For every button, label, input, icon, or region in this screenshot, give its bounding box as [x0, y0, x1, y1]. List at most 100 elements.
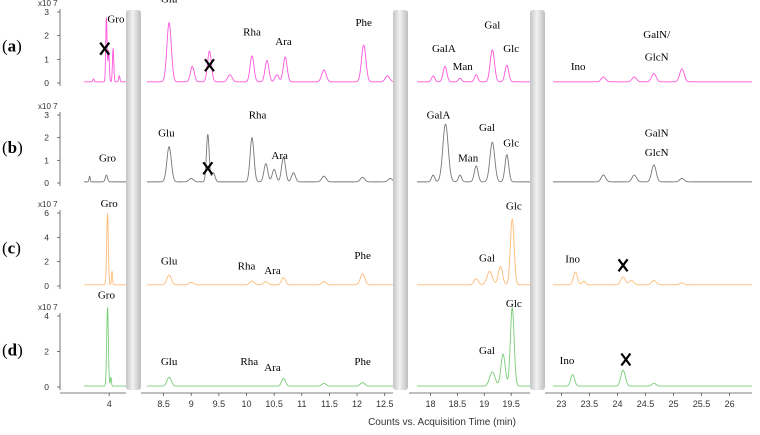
peak-label: Glu: [158, 128, 175, 140]
panel-label-close: ): [17, 138, 23, 157]
y-tick-label: 2: [44, 257, 49, 267]
x-mark-stroke: [617, 258, 629, 272]
panel-label-c: (c): [2, 239, 21, 258]
x-tick-label: 23: [556, 399, 566, 409]
peak-label: Ara: [275, 36, 292, 48]
chromatogram-panels: (a)x10 70123GroGluRhaAraPheGalAManGalGlc…: [2, 0, 752, 392]
peak-label: GalN: [645, 128, 669, 140]
peak-label: GalA: [432, 43, 456, 55]
trace-segment-4: [553, 164, 752, 183]
peak-label: Phe: [355, 17, 372, 29]
axis-break-bar-1: [126, 10, 141, 390]
x-mark-stroke: [620, 352, 632, 367]
panel-d: (d) x10 7 0 2 4 Gro Glu Rha Ara Phe Gal Glc Ino: [2, 289, 752, 392]
panel-label-letter: d: [8, 341, 18, 360]
y-scale-label: x10 7: [38, 0, 58, 8]
peak-label: Phe: [354, 250, 371, 262]
peak-label: Glc: [503, 43, 519, 55]
axis-break-separators: [126, 10, 545, 390]
peak-label: Man: [453, 61, 474, 73]
x-tick-label: 11: [297, 399, 306, 409]
peak-label: Glc: [506, 200, 522, 212]
x-tick-label: 24: [612, 399, 622, 409]
peak-label: Gal: [479, 122, 495, 134]
x-tick-label: 19.5: [502, 399, 520, 409]
peak-label: Gro: [101, 198, 119, 210]
peak-label: Ara: [264, 362, 281, 374]
x-tick-label: 10: [241, 399, 251, 409]
x-mark-stroke: [204, 58, 215, 72]
trace-segment-3: [417, 49, 530, 83]
trace-segment-2: [147, 376, 393, 387]
y-tick-label: 3: [44, 7, 49, 17]
panel-label-close: ): [16, 37, 22, 56]
peak-label: Glc: [503, 138, 519, 150]
trace-segment-3: [417, 123, 530, 183]
x-tick-label: 19: [479, 399, 489, 409]
panel-label-letter: c: [8, 239, 16, 258]
x-tick-label: 26: [725, 399, 735, 409]
axis-break-bar-3: [530, 10, 545, 390]
x-tick-label: 25.5: [693, 399, 711, 409]
panel-label-letter: a: [8, 37, 17, 56]
peak-label: GlcN: [645, 52, 669, 64]
trace-segment-1: [84, 212, 126, 286]
trace-segment-1: [84, 174, 126, 183]
trace-segment-1: [84, 17, 126, 83]
excluded-peak-x-mark: [204, 58, 215, 72]
peak-label: Gro: [107, 14, 125, 26]
trace-segment-4: [553, 369, 752, 387]
axis-break-bar-2: [393, 10, 408, 390]
x-tick-label: 10.5: [265, 399, 283, 409]
trace-segment-1: [84, 306, 126, 387]
excluded-peak-x-mark: [99, 42, 111, 56]
excluded-peak-x-mark: [617, 258, 629, 272]
y-tick-label: 2: [44, 133, 49, 143]
x-tick-label: 23.5: [581, 399, 599, 409]
x-axis-title: Counts vs. Acquisition Time (min): [368, 417, 516, 428]
y-tick-label: 4: [44, 232, 49, 242]
peak-label: Man: [458, 152, 479, 164]
peak-label: Rha: [249, 109, 267, 121]
peak-label: Ara: [264, 265, 281, 277]
y-tick-label: 3: [44, 110, 49, 120]
x-tick-label: 9.5: [213, 399, 226, 409]
trace-segment-4: [553, 271, 752, 286]
peak-label: Rha: [243, 27, 261, 39]
trace-segment-2: [147, 21, 394, 83]
x-tick-label: 8.5: [157, 399, 170, 409]
panel-label-d: (d): [2, 341, 23, 360]
y-scale-label: x10 7: [38, 303, 58, 312]
peak-label: Rha: [238, 261, 256, 273]
excluded-peak-x-mark: [202, 161, 214, 175]
peak-label: Ino: [560, 355, 575, 367]
trace-segment-3: [417, 307, 530, 387]
trace-segment-3: [417, 218, 530, 286]
peak-label: Gal: [484, 20, 500, 32]
x-tick-label: 4: [107, 399, 112, 409]
y-tick-label: 1: [44, 54, 49, 64]
x-tick-label: 12.5: [376, 399, 394, 409]
y-tick-label: 0: [44, 281, 49, 291]
peak-label: Glu: [161, 256, 178, 268]
x-mark-stroke: [202, 161, 214, 175]
panel-label-open: (: [2, 239, 8, 258]
panel-c: (c) x10 7 0 2 4 6 Gro Glu Rha Ara Phe Gal Glc Ino: [2, 198, 752, 291]
trace-segment-2: [147, 134, 394, 183]
peak-label: Ino: [571, 61, 586, 73]
x-tick-label: 9: [189, 399, 194, 409]
y-tick-label: 1: [44, 155, 49, 165]
peak-label: Gal: [479, 253, 495, 265]
x-tick-label: 18.5: [449, 399, 467, 409]
x-tick-label: 25: [669, 399, 679, 409]
x-tick-label: 12: [352, 399, 362, 409]
panel-label-close: ): [17, 341, 23, 360]
peak-label: Ara: [271, 150, 288, 162]
x-axis: 4 8.5 9 9.5 10 10.5 11 11.5 12 12.5 18 18.5 19 19.5 23…: [60, 392, 752, 409]
y-tick-label: 0: [44, 382, 49, 392]
panel-label-open: (: [2, 138, 8, 157]
x-mark-stroke: [99, 42, 111, 56]
excluded-peak-x-mark: [620, 352, 632, 367]
y-tick-label: 0: [44, 78, 49, 88]
peak-label: GlcN: [645, 147, 669, 159]
